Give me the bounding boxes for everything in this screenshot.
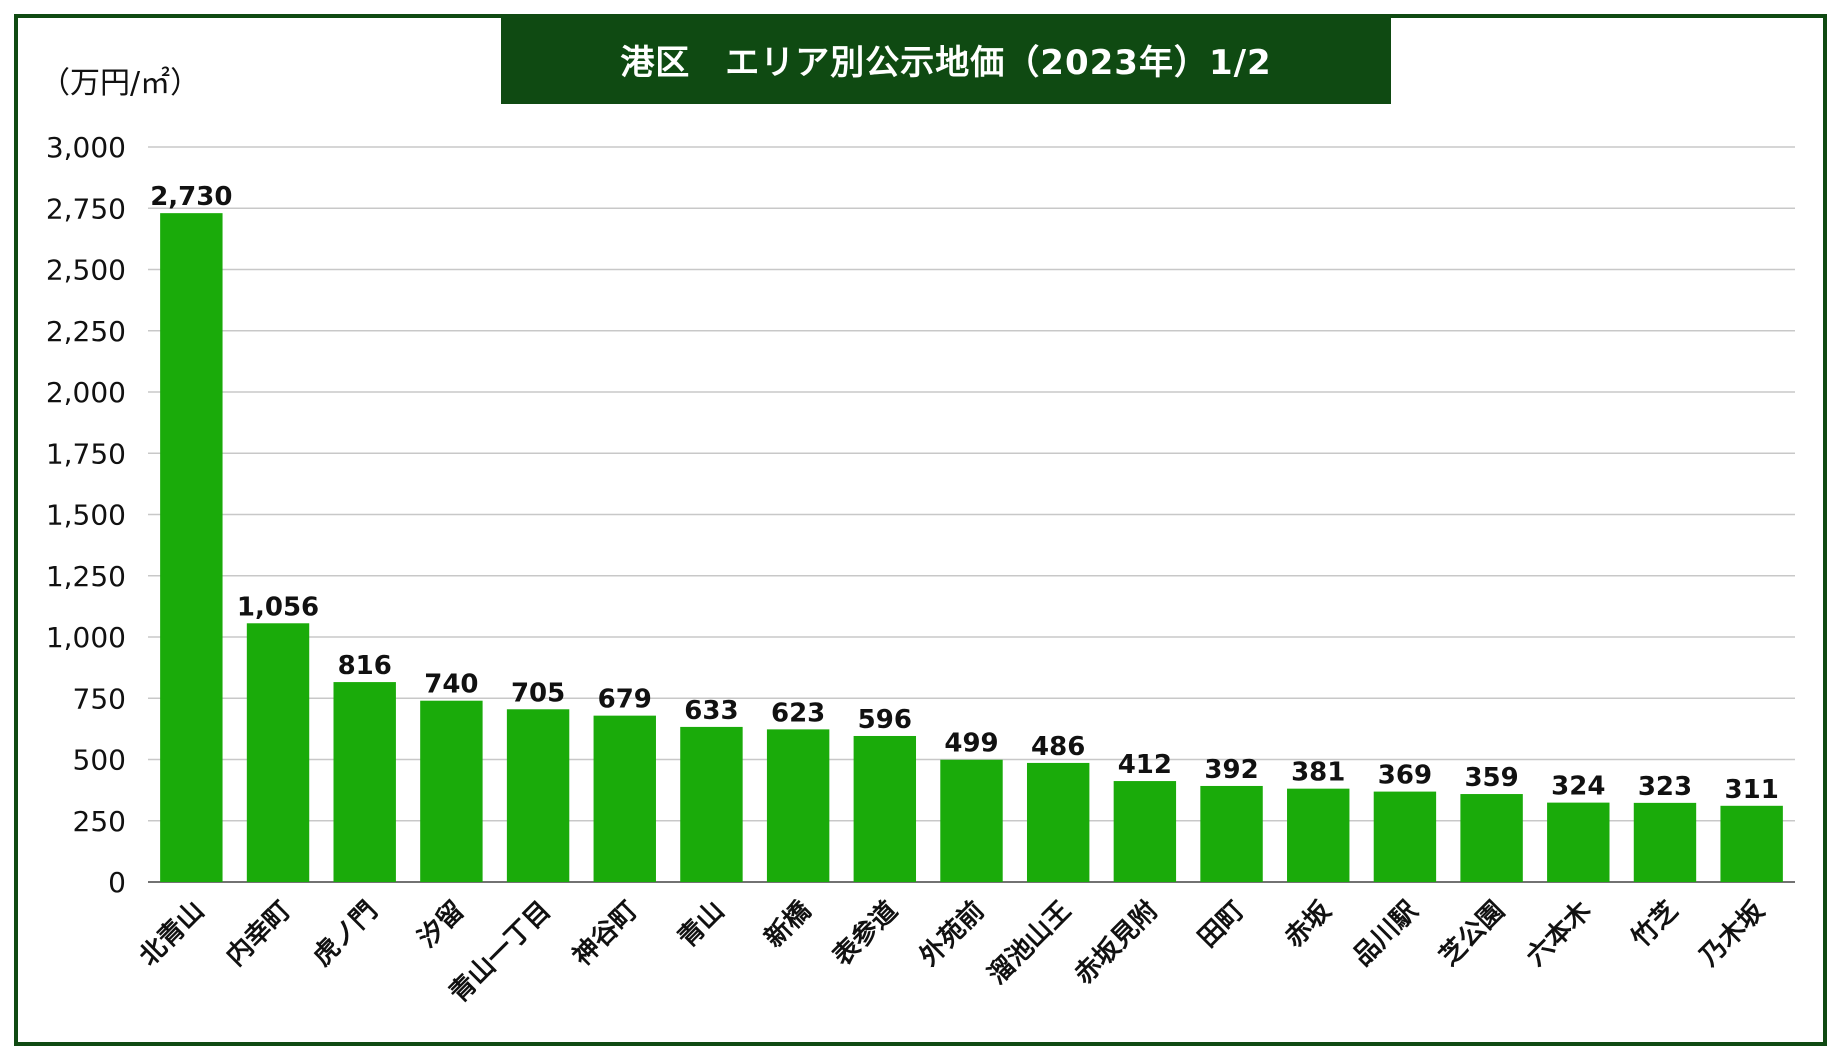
data-label: 499	[944, 729, 998, 759]
data-label: 311	[1725, 775, 1779, 805]
data-label: 596	[858, 705, 912, 735]
bar	[593, 715, 656, 882]
data-label: 623	[771, 698, 825, 728]
data-label: 816	[338, 651, 392, 681]
y-tick-label: 2,750	[46, 192, 126, 225]
bar	[1113, 781, 1177, 882]
y-tick-label: 1,000	[46, 621, 126, 654]
bar	[680, 726, 743, 882]
x-tick-label: 汐留	[412, 895, 471, 954]
y-tick-label: 2,250	[46, 315, 126, 348]
chart-frame	[14, 14, 1827, 1046]
data-label: 323	[1638, 772, 1692, 802]
y-tick-label: 750	[73, 682, 126, 715]
y-tick-label: 2,000	[46, 376, 126, 409]
data-label: 369	[1378, 761, 1432, 791]
bar	[766, 729, 830, 882]
x-tick-label: 神谷町	[567, 896, 643, 972]
bar	[420, 700, 483, 882]
y-tick-label: 0	[108, 866, 126, 899]
data-label: 705	[511, 678, 565, 708]
x-tick-label: 溜池山王	[982, 895, 1077, 990]
data-label: 412	[1118, 750, 1172, 780]
bar	[333, 682, 396, 882]
x-tick-label: 内幸町	[221, 896, 297, 972]
bar	[1633, 802, 1697, 882]
x-tick-label: 赤坂	[1279, 895, 1338, 954]
x-tick-label: 芝公園	[1434, 896, 1510, 972]
bar	[853, 735, 917, 882]
data-label: 2,730	[150, 182, 232, 212]
y-tick-label: 250	[73, 805, 126, 838]
data-label: 359	[1464, 763, 1518, 793]
y-axis-unit-label: （万円/㎡）	[40, 66, 201, 101]
bar	[1720, 805, 1783, 882]
bar	[1373, 791, 1437, 882]
y-tick-label: 2,500	[46, 254, 126, 287]
x-tick-label: 赤坂見附	[1069, 896, 1164, 991]
data-label: 381	[1291, 758, 1345, 788]
bar	[1026, 762, 1090, 882]
x-tick-label: 外苑前	[913, 895, 990, 972]
chart-title: 港区 エリア別公示地価（2023年）1/2	[501, 14, 1391, 104]
x-tick-label: 北青山	[134, 896, 210, 972]
bar	[1547, 802, 1610, 882]
x-tick-label: 新橋	[758, 894, 817, 953]
bar	[1287, 788, 1350, 882]
x-tick-label: 竹芝	[1625, 896, 1684, 955]
y-tick-label: 500	[73, 744, 126, 777]
x-tick-label: 青山	[672, 896, 730, 954]
bar	[940, 759, 1003, 882]
y-tick-label: 1,750	[46, 437, 126, 470]
y-tick-label: 1,500	[46, 499, 126, 532]
bar	[1460, 794, 1523, 882]
bar	[246, 623, 310, 882]
y-tick-label: 3,000	[46, 131, 126, 164]
x-tick-label: 乃木坂	[1694, 895, 1771, 972]
data-label: 392	[1204, 755, 1258, 785]
x-tick-label: 田町	[1193, 896, 1251, 954]
x-tick-label: 虎ノ門	[307, 896, 383, 972]
data-label: 740	[424, 670, 478, 700]
x-tick-label: 六本木	[1521, 896, 1597, 972]
data-label: 324	[1551, 772, 1605, 802]
bar	[1200, 785, 1263, 882]
data-label: 633	[684, 696, 738, 726]
y-tick-label: 1,250	[46, 560, 126, 593]
x-tick-label: 表参道	[827, 895, 904, 972]
data-label: 486	[1031, 732, 1085, 762]
bar	[160, 213, 223, 882]
data-label: 679	[598, 685, 652, 715]
data-label: 1,056	[237, 592, 319, 622]
bar	[506, 709, 570, 882]
x-tick-label: 品川駅	[1347, 896, 1423, 972]
